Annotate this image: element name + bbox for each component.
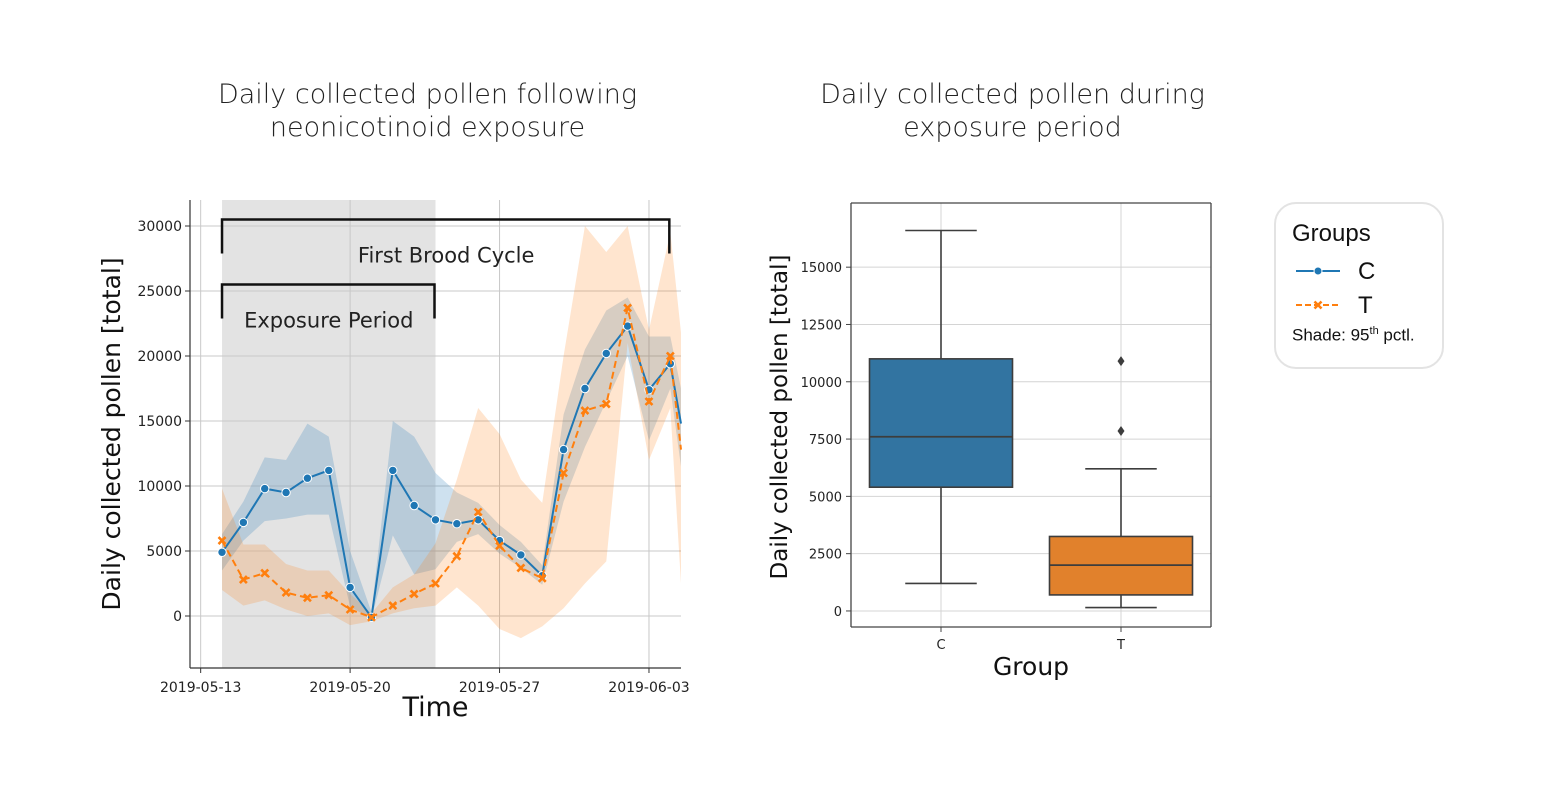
- data-point-t: [623, 303, 633, 313]
- data-point-t: [302, 593, 312, 603]
- data-point-t: [367, 612, 376, 622]
- data-point-c: [302, 473, 313, 483]
- data-point-t: [388, 601, 398, 611]
- data-point-t: [238, 575, 248, 585]
- y-tick-label: 15000: [801, 261, 842, 276]
- data-point-c: [238, 517, 249, 528]
- x-tick-label: T: [1116, 638, 1125, 653]
- legend: Groups C T Shade: 95th pctl.: [1274, 202, 1444, 369]
- data-point-c: [452, 519, 462, 529]
- data-point-t: [580, 406, 590, 416]
- legend-label-c: C: [1358, 258, 1376, 285]
- bracket-label: Exposure Period: [244, 309, 413, 333]
- data-point-t: [644, 397, 654, 406]
- outlier-t: [1117, 356, 1125, 367]
- y-tick-label: 20000: [137, 349, 182, 365]
- y-tick-label: 0: [173, 609, 182, 625]
- legend-note-suffix: pctl.: [1378, 325, 1415, 345]
- data-point-c: [580, 383, 590, 394]
- y-tick-label: 5000: [146, 544, 182, 560]
- x-tick-label: 2019-05-27: [459, 680, 540, 696]
- data-point-c: [430, 515, 441, 525]
- y-tick-label: 10000: [801, 376, 842, 391]
- ci-band-c: [222, 297, 682, 619]
- outlier-t: [1117, 426, 1125, 437]
- y-tick-label: 30000: [137, 219, 182, 235]
- data-point-t: [260, 568, 270, 578]
- legend-note-prefix: Shade: 95: [1292, 325, 1370, 345]
- data-point-c: [217, 547, 227, 557]
- exposure-shade: [222, 200, 436, 668]
- legend-note: Shade: 95th pctl.: [1292, 325, 1415, 346]
- data-point-c: [601, 348, 611, 359]
- data-point-t: [281, 588, 291, 598]
- y-tick-label: 2500: [809, 548, 842, 563]
- data-point-c: [324, 465, 334, 476]
- box-c: [868, 358, 1014, 488]
- legend-entry-t: T: [1294, 290, 1434, 320]
- data-point-c: [516, 550, 526, 560]
- data-point-c: [260, 483, 270, 494]
- x-axis-label: Group: [993, 652, 1069, 681]
- y-axis-label: Daily collected pollen [total]: [97, 257, 126, 610]
- data-point-c: [558, 444, 569, 455]
- legend-title: Groups: [1292, 220, 1371, 247]
- data-point-t: [345, 605, 355, 614]
- data-point-t: [665, 351, 675, 361]
- data-point-c: [388, 465, 398, 476]
- data-point-t: [516, 563, 526, 573]
- y-tick-label: 10000: [137, 479, 182, 495]
- y-tick-label: 0: [834, 605, 842, 620]
- legend-marker-c: [1296, 266, 1340, 276]
- data-point-t: [537, 573, 547, 583]
- y-axis-label: Daily collected pollen [total]: [767, 255, 793, 580]
- x-tick-label: 2019-05-13: [160, 680, 241, 696]
- x-tick-label: 2019-06-03: [608, 680, 689, 696]
- data-point-t: [324, 590, 334, 600]
- data-point-t: [409, 589, 419, 599]
- y-tick-label: 15000: [137, 414, 182, 430]
- legend-entry-c: C: [1294, 256, 1434, 286]
- legend-note-sup: th: [1369, 325, 1379, 337]
- data-point-c: [281, 487, 291, 498]
- y-tick-label: 5000: [809, 490, 842, 505]
- right-chart-title: Daily collected pollen during exposure p…: [820, 79, 1205, 143]
- ci-band-t: [222, 226, 682, 639]
- x-tick-label: C: [936, 638, 945, 653]
- x-tick-label: 2019-05-20: [309, 680, 390, 696]
- data-point-t: [473, 507, 483, 517]
- series-line-t: [221, 307, 682, 619]
- y-tick-label: 7500: [809, 433, 842, 448]
- data-point-t: [495, 541, 504, 551]
- line-chart: 0 5000 10000 15000 20000 25000 30000 2019-05-13…: [97, 200, 690, 723]
- data-point-t: [601, 399, 611, 409]
- data-point-t: [559, 468, 569, 478]
- left-chart-title: Daily collected pollen following neonico…: [217, 79, 638, 143]
- data-point-t: [431, 579, 440, 588]
- bracket: [220, 218, 671, 254]
- x-axis-label: Time: [401, 692, 468, 723]
- y-tick-label: 12500: [801, 318, 842, 333]
- legend-marker-t: [1296, 300, 1340, 310]
- data-point-c: [409, 500, 419, 511]
- bracket-label: First Brood Cycle: [358, 244, 535, 268]
- data-point-c: [345, 582, 355, 593]
- y-tick-label: 25000: [137, 284, 182, 300]
- data-point-t: [217, 536, 227, 546]
- data-point-t: [452, 551, 462, 561]
- legend-label-t: T: [1358, 292, 1373, 319]
- bracket: [220, 283, 436, 319]
